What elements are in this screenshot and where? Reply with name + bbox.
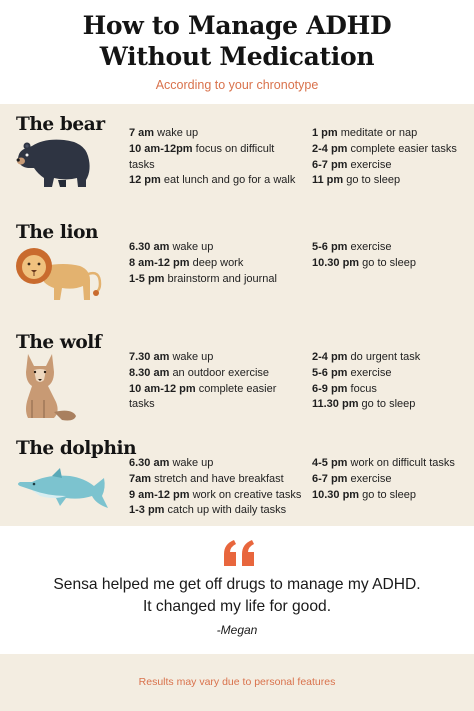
- schedule-item: 12 pm eat lunch and go for a walk: [129, 174, 296, 187]
- wolf-icon: [26, 354, 76, 421]
- schedule-item: 10.30 pm go to sleep: [312, 256, 416, 269]
- schedule-item: 7.30 am wake up: [129, 351, 214, 363]
- bear-icon: [16, 139, 90, 187]
- schedule-item: 5-6 pm exercise: [312, 366, 392, 379]
- testimonial: Sensa helped me get off drugs to manage …: [0, 526, 474, 654]
- schedule-item: 10.30 pm go to sleep: [312, 488, 416, 501]
- schedule-left-wolf: 7.30 am wake up 8.30 am an outdoor exerc…: [129, 350, 301, 413]
- schedule-left-dolphin: 6.30 am wake up 7am stretch and have bre…: [129, 456, 311, 519]
- section-title-wolf: The wolf: [16, 332, 102, 353]
- schedule-item: 6-7 pm exercise: [312, 158, 392, 171]
- schedule-item: 1-3 pm catch up with daily tasks: [129, 504, 287, 517]
- section-title-bear: The bear: [16, 114, 105, 135]
- schedule-right-bear: 1 pm meditate or nap 2-4 pm complete eas…: [312, 126, 472, 189]
- section-title-lion: The lion: [16, 222, 99, 243]
- schedule-item: 9 am-12 pm work on creative tasks: [129, 488, 302, 501]
- title-line-2: Without Medication: [99, 42, 375, 71]
- schedule-item: 2-4 pm do urgent task: [312, 351, 421, 363]
- section-title-dolphin: The dolphin: [16, 438, 137, 459]
- schedule-item: 6-7 pm exercise: [312, 472, 392, 485]
- schedule-right-wolf: 2-4 pm do urgent task 5-6 pm exercise 6-…: [312, 350, 472, 413]
- schedule-item: 6.30 am wake up: [129, 457, 214, 469]
- subtitle: According to your chronotype: [155, 78, 319, 92]
- schedule-item: 4-5 pm work on difficult tasks: [312, 457, 455, 469]
- quote-author: -Megan: [216, 623, 258, 637]
- quote-text: Sensa helped me get off drugs to manage …: [0, 574, 474, 618]
- schedule-item: 10 am-12 pm complete easier tasks: [129, 382, 277, 411]
- quote-icon: [224, 540, 254, 566]
- schedule-item: 7am stretch and have breakfast: [129, 472, 284, 485]
- lion-icon: [16, 248, 102, 300]
- title-line-1: How to Manage ADHD: [82, 11, 392, 40]
- schedule-right-lion: 5-6 pm exercise 10.30 pm go to sleep: [312, 240, 472, 272]
- schedule-item: 2-4 pm complete easier tasks: [312, 142, 457, 155]
- schedule-item: 11.30 pm go to sleep: [312, 398, 416, 411]
- schedule-item: 7 am wake up: [129, 127, 199, 139]
- schedule-item: 6.30 am wake up: [129, 241, 214, 253]
- schedule-left-lion: 6.30 am wake up 8 am-12 pm deep work 1-5…: [129, 240, 301, 287]
- header: How to Manage ADHD Without Medication Ac…: [0, 0, 474, 104]
- schedule-right-dolphin: 4-5 pm work on difficult tasks 6-7 pm ex…: [312, 456, 472, 503]
- schedule-item: 11 pm go to sleep: [312, 174, 401, 187]
- dolphin-icon: [18, 468, 108, 508]
- quote-line-2: It changed my life for good.: [142, 598, 332, 615]
- chronotype-panel: The bear 7 am wake up 10 am-12pm focus o…: [0, 104, 474, 526]
- schedule-item: 1 pm meditate or nap: [312, 127, 418, 139]
- schedule-item: 6-9 pm focus: [312, 382, 377, 395]
- page-title: How to Manage ADHD Without Medication: [0, 0, 474, 72]
- disclaimer-text: Results may vary due to personal feature…: [138, 676, 336, 688]
- schedule-item: 5-6 pm exercise: [312, 241, 392, 253]
- schedule-item: 10 am-12pm focus on difficult tasks: [129, 142, 275, 171]
- schedule-left-bear: 7 am wake up 10 am-12pm focus on difficu…: [129, 126, 301, 189]
- footer: Results may vary due to personal feature…: [0, 654, 474, 711]
- quote-line-1: Sensa helped me get off drugs to manage …: [53, 576, 421, 593]
- schedule-item: 8 am-12 pm deep work: [129, 256, 244, 269]
- schedule-item: 8.30 am an outdoor exercise: [129, 366, 270, 379]
- schedule-item: 1-5 pm brainstorm and journal: [129, 272, 277, 285]
